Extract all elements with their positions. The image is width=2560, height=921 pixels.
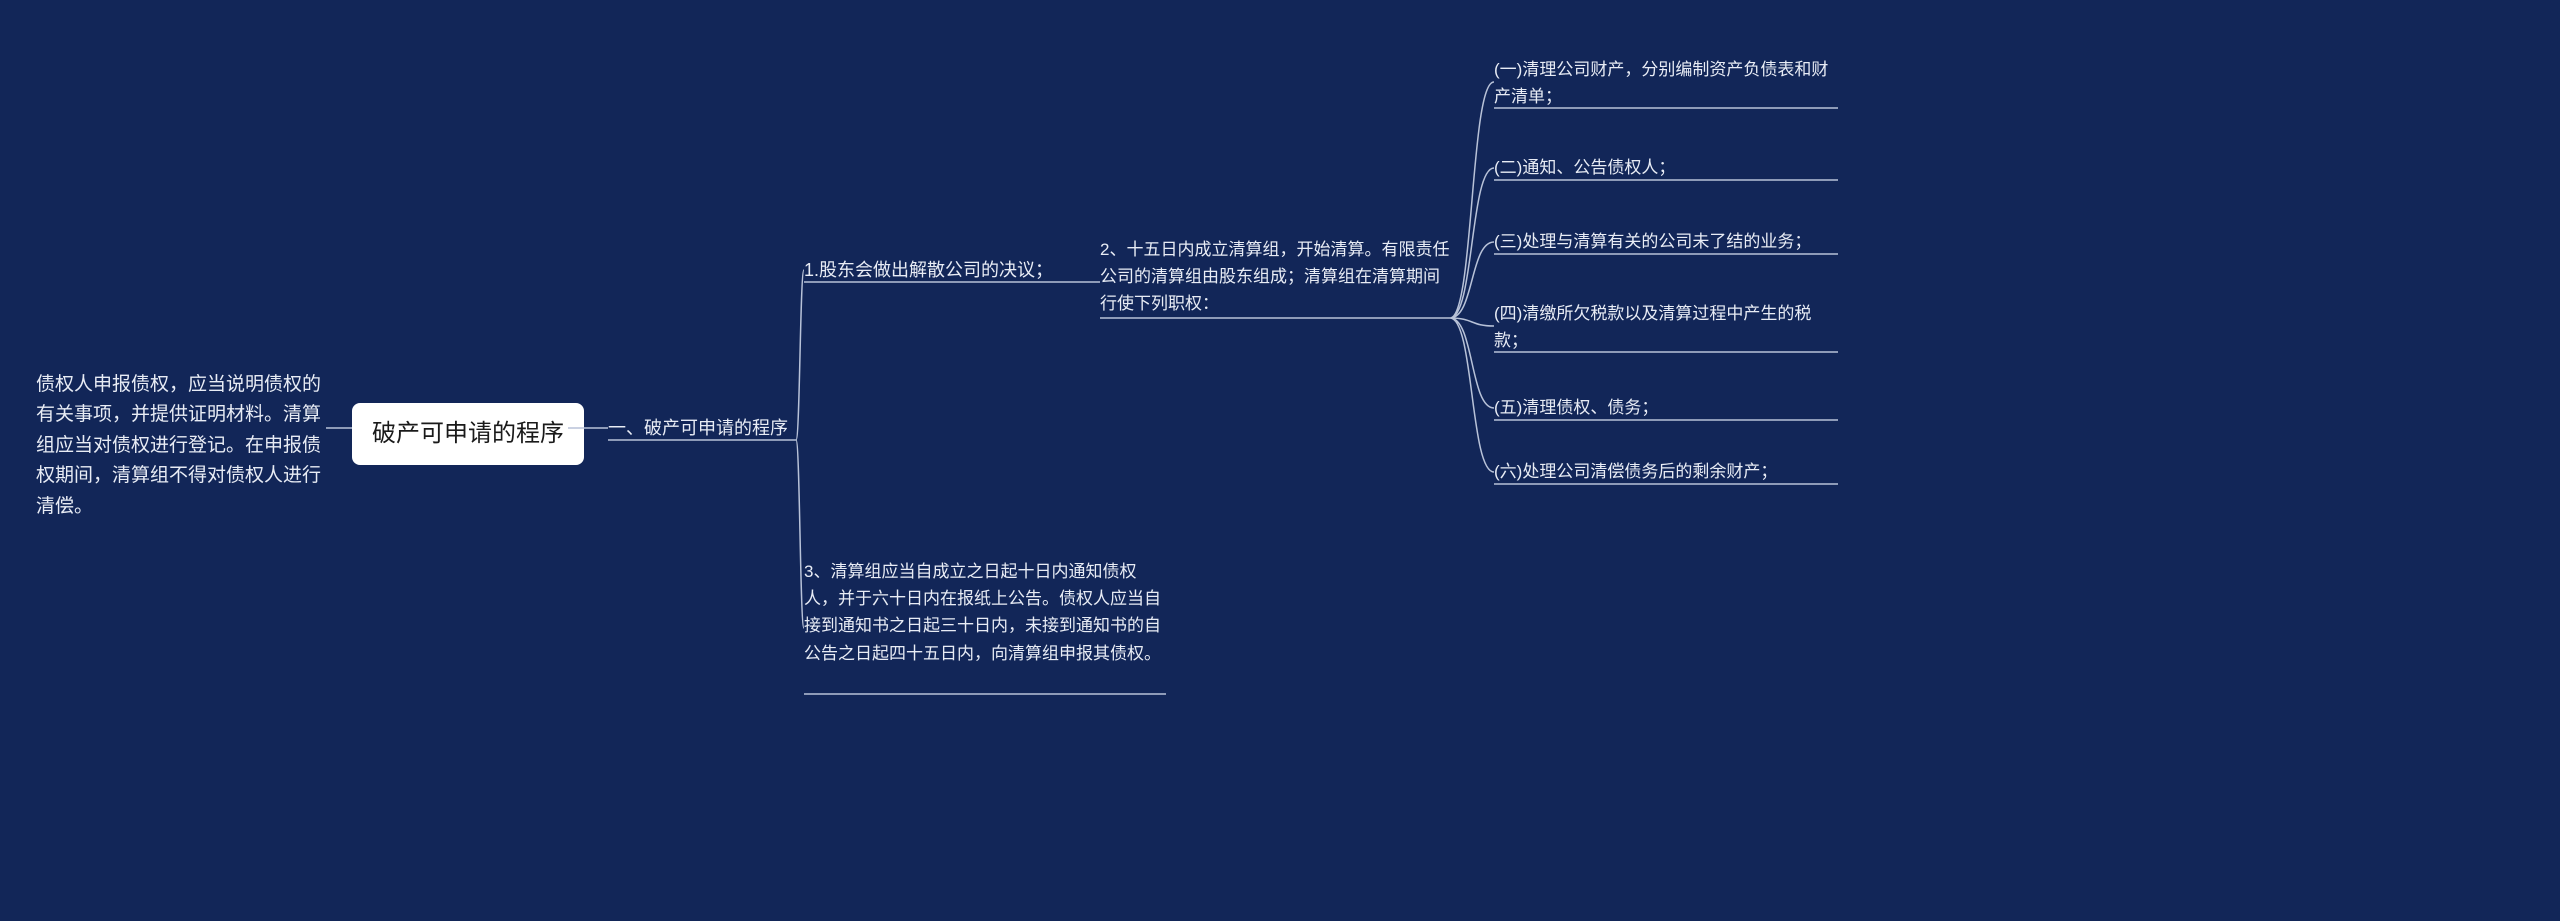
mindmap-level3-node-2[interactable]: (二)通知、公告债权人； <box>1494 154 1838 181</box>
mindmap-level2-node-3[interactable]: 3、清算组应当自成立之日起十日内通知债权人，并于六十日内在报纸上公告。债权人应当… <box>804 558 1166 667</box>
mindmap-level3-node-4[interactable]: (四)清缴所欠税款以及清算过程中产生的税款； <box>1494 300 1838 354</box>
mindmap-level1-node[interactable]: 一、破产可申请的程序 <box>608 414 788 443</box>
mindmap-root-node[interactable]: 破产可申请的程序 <box>352 403 584 465</box>
mindmap-level3-node-1[interactable]: (一)清理公司财产，分别编制资产负债表和财产清单； <box>1494 56 1838 110</box>
mindmap-level3-node-3[interactable]: (三)处理与清算有关的公司未了结的业务； <box>1494 228 1838 255</box>
mindmap-left-node[interactable]: 债权人申报债权，应当说明债权的有关事项，并提供证明材料。清算组应当对债权进行登记… <box>36 370 326 522</box>
connector-l2b-fork <box>1450 82 1494 472</box>
mindmap-level3-node-6[interactable]: (六)处理公司清偿债务后的剩余财产； <box>1494 458 1838 485</box>
mindmap-level2-node-2[interactable]: 2、十五日内成立清算组，开始清算。有限责任公司的清算组由股东组成；清算组在清算期… <box>1100 236 1450 318</box>
mindmap-level2-node-1[interactable]: 1.股东会做出解散公司的决议； <box>804 256 1084 285</box>
mindmap-level3-node-5[interactable]: (五)清理债权、债务； <box>1494 394 1838 421</box>
connector-l1-fork <box>796 270 804 628</box>
